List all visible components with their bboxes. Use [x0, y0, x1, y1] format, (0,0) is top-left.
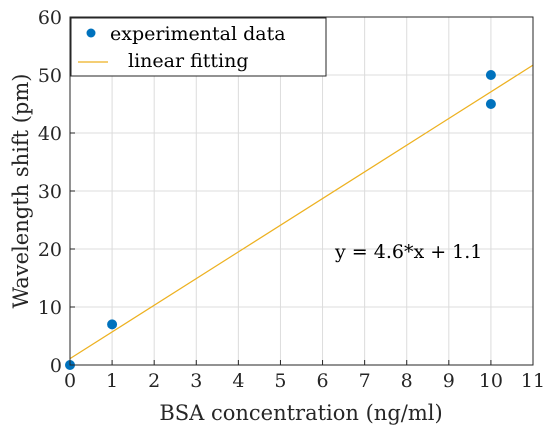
fit-equation-annotation: y = 4.6*x + 1.1: [334, 241, 482, 263]
y-axis-ticks: 0 10 20 30 40 50 60: [38, 7, 75, 377]
data-point: [485, 99, 496, 109]
x-tick-label: 3: [190, 370, 202, 392]
legend-label-experimental: experimental data: [110, 23, 286, 45]
legend-box: [70, 17, 327, 77]
data-point: [107, 319, 118, 330]
y-tick-label: 0: [50, 355, 62, 377]
x-axis-ticks: 0 1 2 3 4 5 6 7 8 9 10 11: [64, 360, 545, 392]
plot-marks: [65, 64, 534, 370]
x-tick-label: 0: [64, 370, 76, 392]
x-tick-label: 1: [106, 370, 118, 392]
y-tick-label: 50: [38, 65, 62, 87]
x-tick-label: 6: [316, 370, 328, 392]
x-tick-label: 7: [359, 370, 371, 392]
legend-label-linear: linear fitting: [128, 50, 249, 72]
x-tick-label: 5: [274, 370, 286, 392]
x-tick-label: 11: [521, 370, 545, 392]
y-tick-label: 30: [38, 181, 62, 203]
y-tick-label: 20: [38, 239, 62, 261]
legend: experimental data linear fitting: [70, 17, 327, 77]
x-tick-label: 2: [148, 370, 160, 392]
x-tick-label: 4: [232, 370, 244, 392]
data-point: [485, 70, 496, 80]
x-tick-label: 10: [479, 370, 503, 392]
linear-fit-line: [69, 64, 534, 360]
x-tick-label: 9: [443, 370, 455, 392]
y-tick-label: 60: [38, 7, 62, 29]
x-tick-label: 8: [401, 370, 413, 392]
y-tick-label: 40: [38, 123, 62, 145]
x-axis-label: BSA concentration (ng/ml): [159, 401, 442, 425]
y-tick-label: 10: [38, 297, 62, 319]
y-axis-label: Wavelength shift (pm): [9, 74, 33, 309]
legend-marker-experimental: [86, 28, 96, 38]
